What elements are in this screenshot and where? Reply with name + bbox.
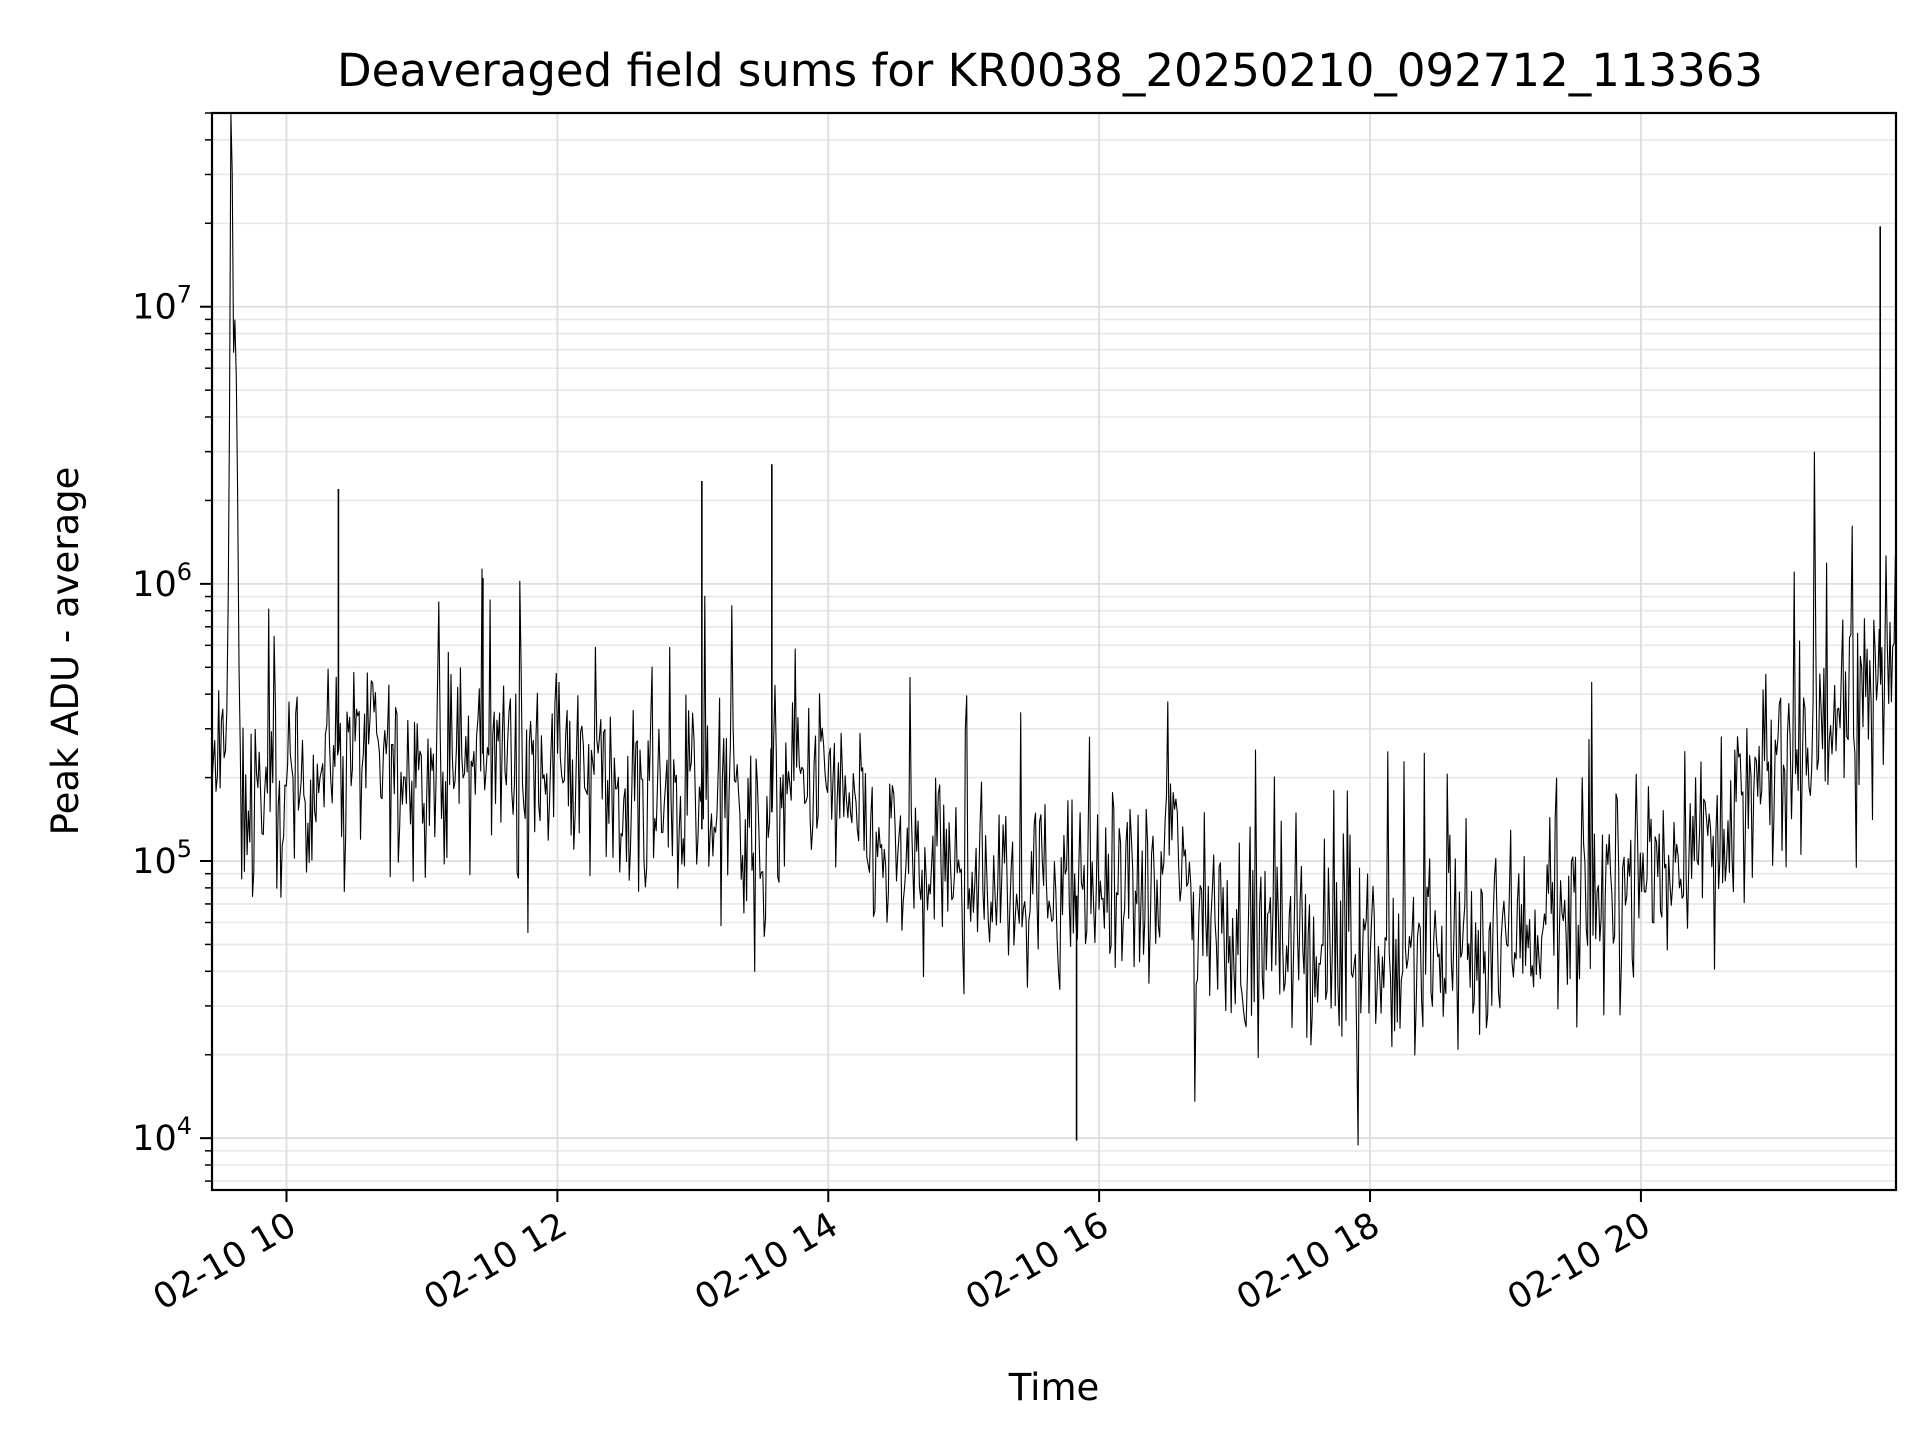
y-tick-label: 104 xyxy=(132,1112,192,1159)
x-axis-label: Time xyxy=(1008,1366,1100,1409)
chart-title: Deaveraged field sums for KR0038_2025021… xyxy=(337,44,1763,97)
data-series-line xyxy=(211,113,1896,1146)
series-layer xyxy=(211,113,1896,1146)
plot-frame xyxy=(210,111,1898,1192)
y-axis-label: Peak ADU - average xyxy=(44,467,87,836)
